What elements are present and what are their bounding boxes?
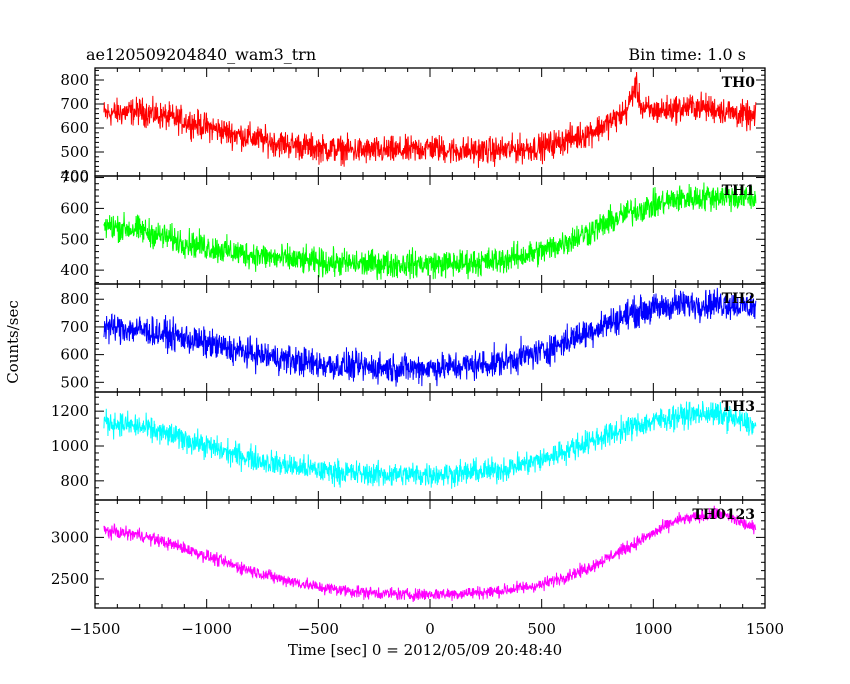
x-axis-ticks: −1500 −1000 −500 0 500 1000 1500 <box>70 620 784 638</box>
panel-th1: 400 500 600 700 TH1 <box>60 169 766 285</box>
panels-group: 400 500 600 700 800 TH0 400 500 600 700 TH1 500 600 7… <box>51 67 766 609</box>
panel-th0: 400 500 600 700 800 TH0 <box>60 67 766 185</box>
panel-label-th1: TH1 <box>722 183 755 199</box>
panel-frame <box>94 175 766 285</box>
panel-label-th2: TH2 <box>722 291 755 307</box>
panel-th2: 500 600 700 800 TH2 <box>60 283 766 393</box>
y-tick-label: 800 <box>60 71 89 89</box>
x-tick-label: −1000 <box>181 620 232 638</box>
y-tick-label: 1000 <box>51 437 89 455</box>
y-tick-label: 3000 <box>51 528 89 546</box>
series-line-th3 <box>103 400 757 489</box>
y-tick-label: 500 <box>60 143 89 161</box>
y-tick-label: 400 <box>60 261 89 279</box>
bin-time-label: Bin time: 1.0 s <box>628 45 746 64</box>
y-tick-label: 600 <box>60 119 89 137</box>
series-line-th2 <box>103 287 757 387</box>
panel-label-th0123: TH0123 <box>692 507 755 523</box>
y-tick-label: 2500 <box>51 570 89 588</box>
panel-label-th3: TH3 <box>722 399 755 415</box>
y-tick-label: 800 <box>60 472 89 490</box>
y-tick-label: 700 <box>60 318 89 336</box>
x-tick-label: 1000 <box>634 620 672 638</box>
y-tick-label: 1200 <box>51 402 89 420</box>
y-tick-label: 800 <box>60 290 89 308</box>
y-tick-label: 600 <box>60 346 89 364</box>
y-tick-label: 700 <box>60 169 89 187</box>
series-line-th0123 <box>103 505 757 602</box>
panel-th0123: 2500 3000 TH0123 <box>51 499 766 609</box>
x-tick-label: −1500 <box>70 620 121 638</box>
x-tick-label: 0 <box>425 620 435 638</box>
x-tick-label: −500 <box>298 620 339 638</box>
y-tick-label: 500 <box>60 230 89 248</box>
chart-title: ae120509204840_wam3_trn <box>86 45 316 64</box>
series-line-th0 <box>103 71 757 168</box>
panel-label-th0: TH0 <box>722 75 756 91</box>
x-axis-label: Time [sec] 0 = 2012/05/09 20:48:40 <box>288 641 562 659</box>
y-tick-label: 700 <box>60 95 89 113</box>
y-axis-label: Counts/sec <box>4 300 22 384</box>
x-tick-label: 1500 <box>746 620 784 638</box>
y-tick-label: 600 <box>60 199 89 217</box>
y-tick-label: 500 <box>60 373 89 391</box>
series-line-th1 <box>103 182 757 281</box>
panel-th3: 800 1000 1200 TH3 <box>51 391 766 501</box>
y-tick-label: 400 <box>60 167 89 185</box>
x-tick-label: 500 <box>527 620 556 638</box>
